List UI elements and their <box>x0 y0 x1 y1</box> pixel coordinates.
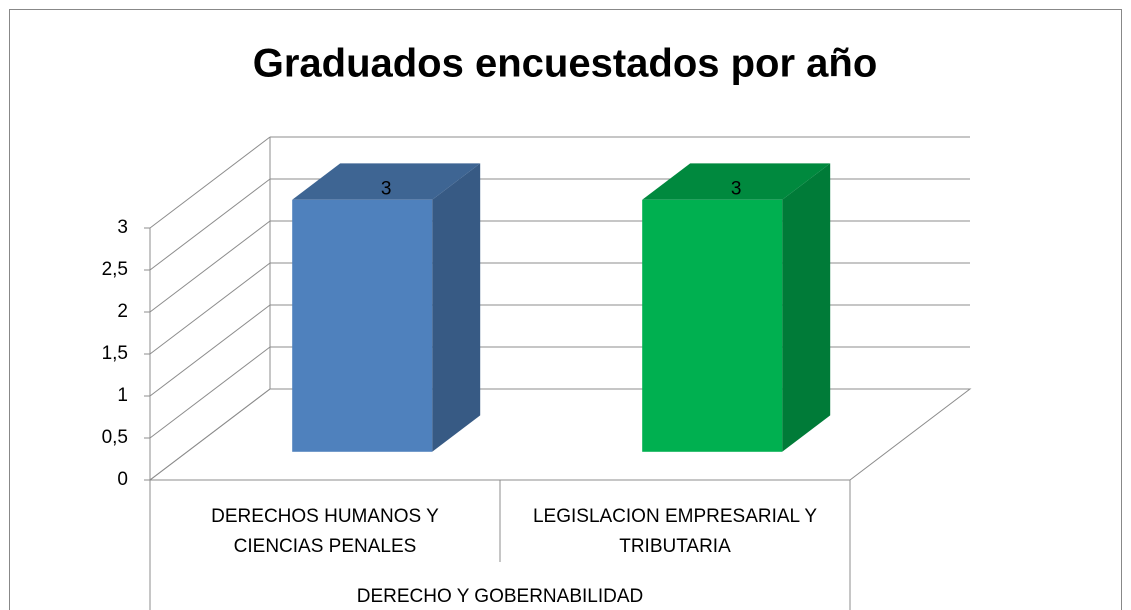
bar <box>292 199 433 452</box>
grid-line <box>149 346 271 439</box>
grid-line <box>149 262 271 355</box>
y-tick-label: 1 <box>117 385 128 406</box>
grid-line <box>149 388 271 481</box>
bar <box>642 199 783 452</box>
x-tick-label: LEGISLACION EMPRESARIAL Y TRIBUTARIA <box>532 506 818 557</box>
y-tick-label: 2 <box>117 301 128 322</box>
value-label: 3 <box>731 179 742 200</box>
y-tick-label: 0 <box>117 469 128 490</box>
grid-line <box>149 304 271 397</box>
grid-line <box>149 136 271 229</box>
value-label: 3 <box>381 179 392 200</box>
x-tick-label: DERECHOS HUMANOS Y CIENCIAS PENALES <box>211 506 439 557</box>
bar-top <box>642 163 831 200</box>
y-tick-label: 1,5 <box>102 343 128 364</box>
group-label: DERECHO Y GOBERNABILIDAD <box>356 586 644 607</box>
y-tick-label: 0,5 <box>102 427 128 448</box>
chart-title: Graduados encuestados por año <box>253 42 878 86</box>
bar-side <box>432 163 481 452</box>
grid-line <box>149 178 271 271</box>
chart-border <box>9 9 1122 610</box>
y-tick-label: 3 <box>117 217 128 238</box>
bar-top <box>292 163 481 200</box>
grid-line <box>149 220 271 313</box>
y-tick-label: 2,5 <box>102 259 128 280</box>
bar-side <box>782 163 831 452</box>
